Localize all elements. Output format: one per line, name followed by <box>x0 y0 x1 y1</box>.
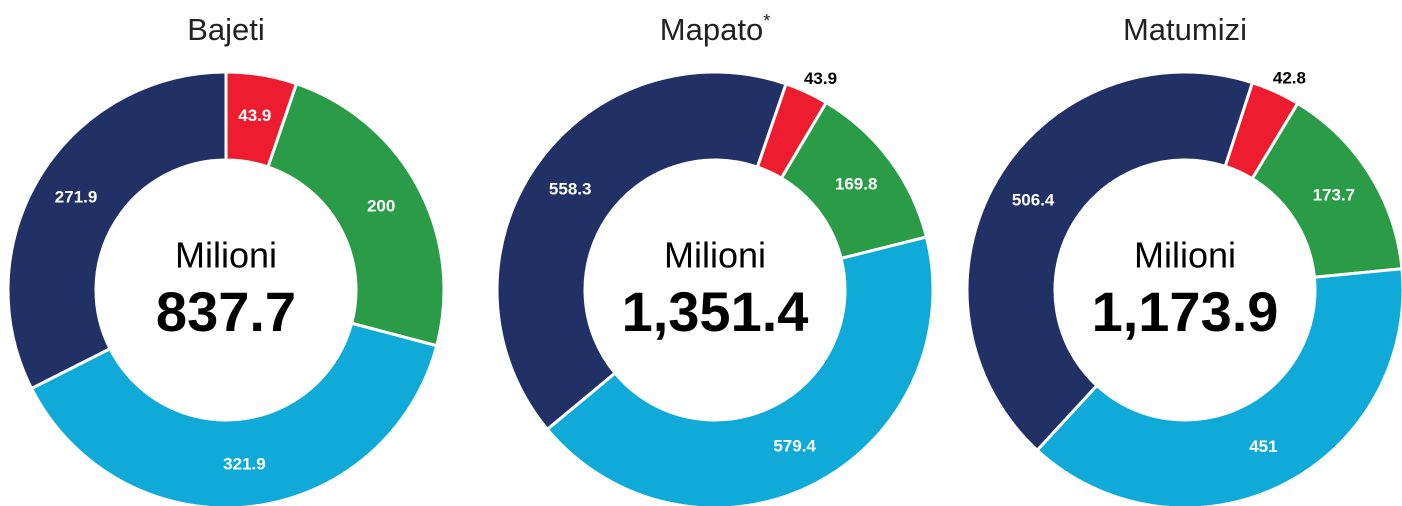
title-text: Matumizi <box>1123 12 1247 47</box>
value-label: 200 <box>367 196 395 215</box>
value-label: 321.9 <box>223 455 266 474</box>
value-label: 558.3 <box>549 179 592 198</box>
chart-title: Bajeti <box>187 12 265 47</box>
slice <box>1035 267 1402 506</box>
slice <box>266 81 446 348</box>
value-label: 271.9 <box>55 187 98 206</box>
center-total: 1,351.4 <box>622 280 809 343</box>
chart-title: Matumizi <box>1123 12 1247 47</box>
center-total: 837.7 <box>156 280 296 343</box>
value-label: 43.9 <box>804 69 837 88</box>
center-label: Milioni <box>664 235 766 276</box>
value-label: 169.8 <box>835 174 878 193</box>
slice <box>29 321 439 506</box>
value-label: 451 <box>1249 437 1277 456</box>
slice <box>545 235 935 506</box>
value-label: 42.8 <box>1273 68 1306 87</box>
chart-title: Mapato* <box>660 11 770 47</box>
slice <box>6 70 228 391</box>
title-text: Mapato <box>660 12 763 47</box>
center-total: 1,173.9 <box>1092 280 1279 343</box>
title-note: * <box>763 11 770 31</box>
slice <box>965 70 1255 453</box>
value-label: 579.4 <box>773 436 816 455</box>
center-label: Milioni <box>175 235 277 276</box>
value-label: 506.4 <box>1012 191 1055 210</box>
value-label: 173.7 <box>1313 186 1356 205</box>
title-text: Bajeti <box>187 12 265 47</box>
value-label: 43.9 <box>238 106 271 125</box>
slice <box>495 70 788 432</box>
center-label: Milioni <box>1134 235 1236 276</box>
